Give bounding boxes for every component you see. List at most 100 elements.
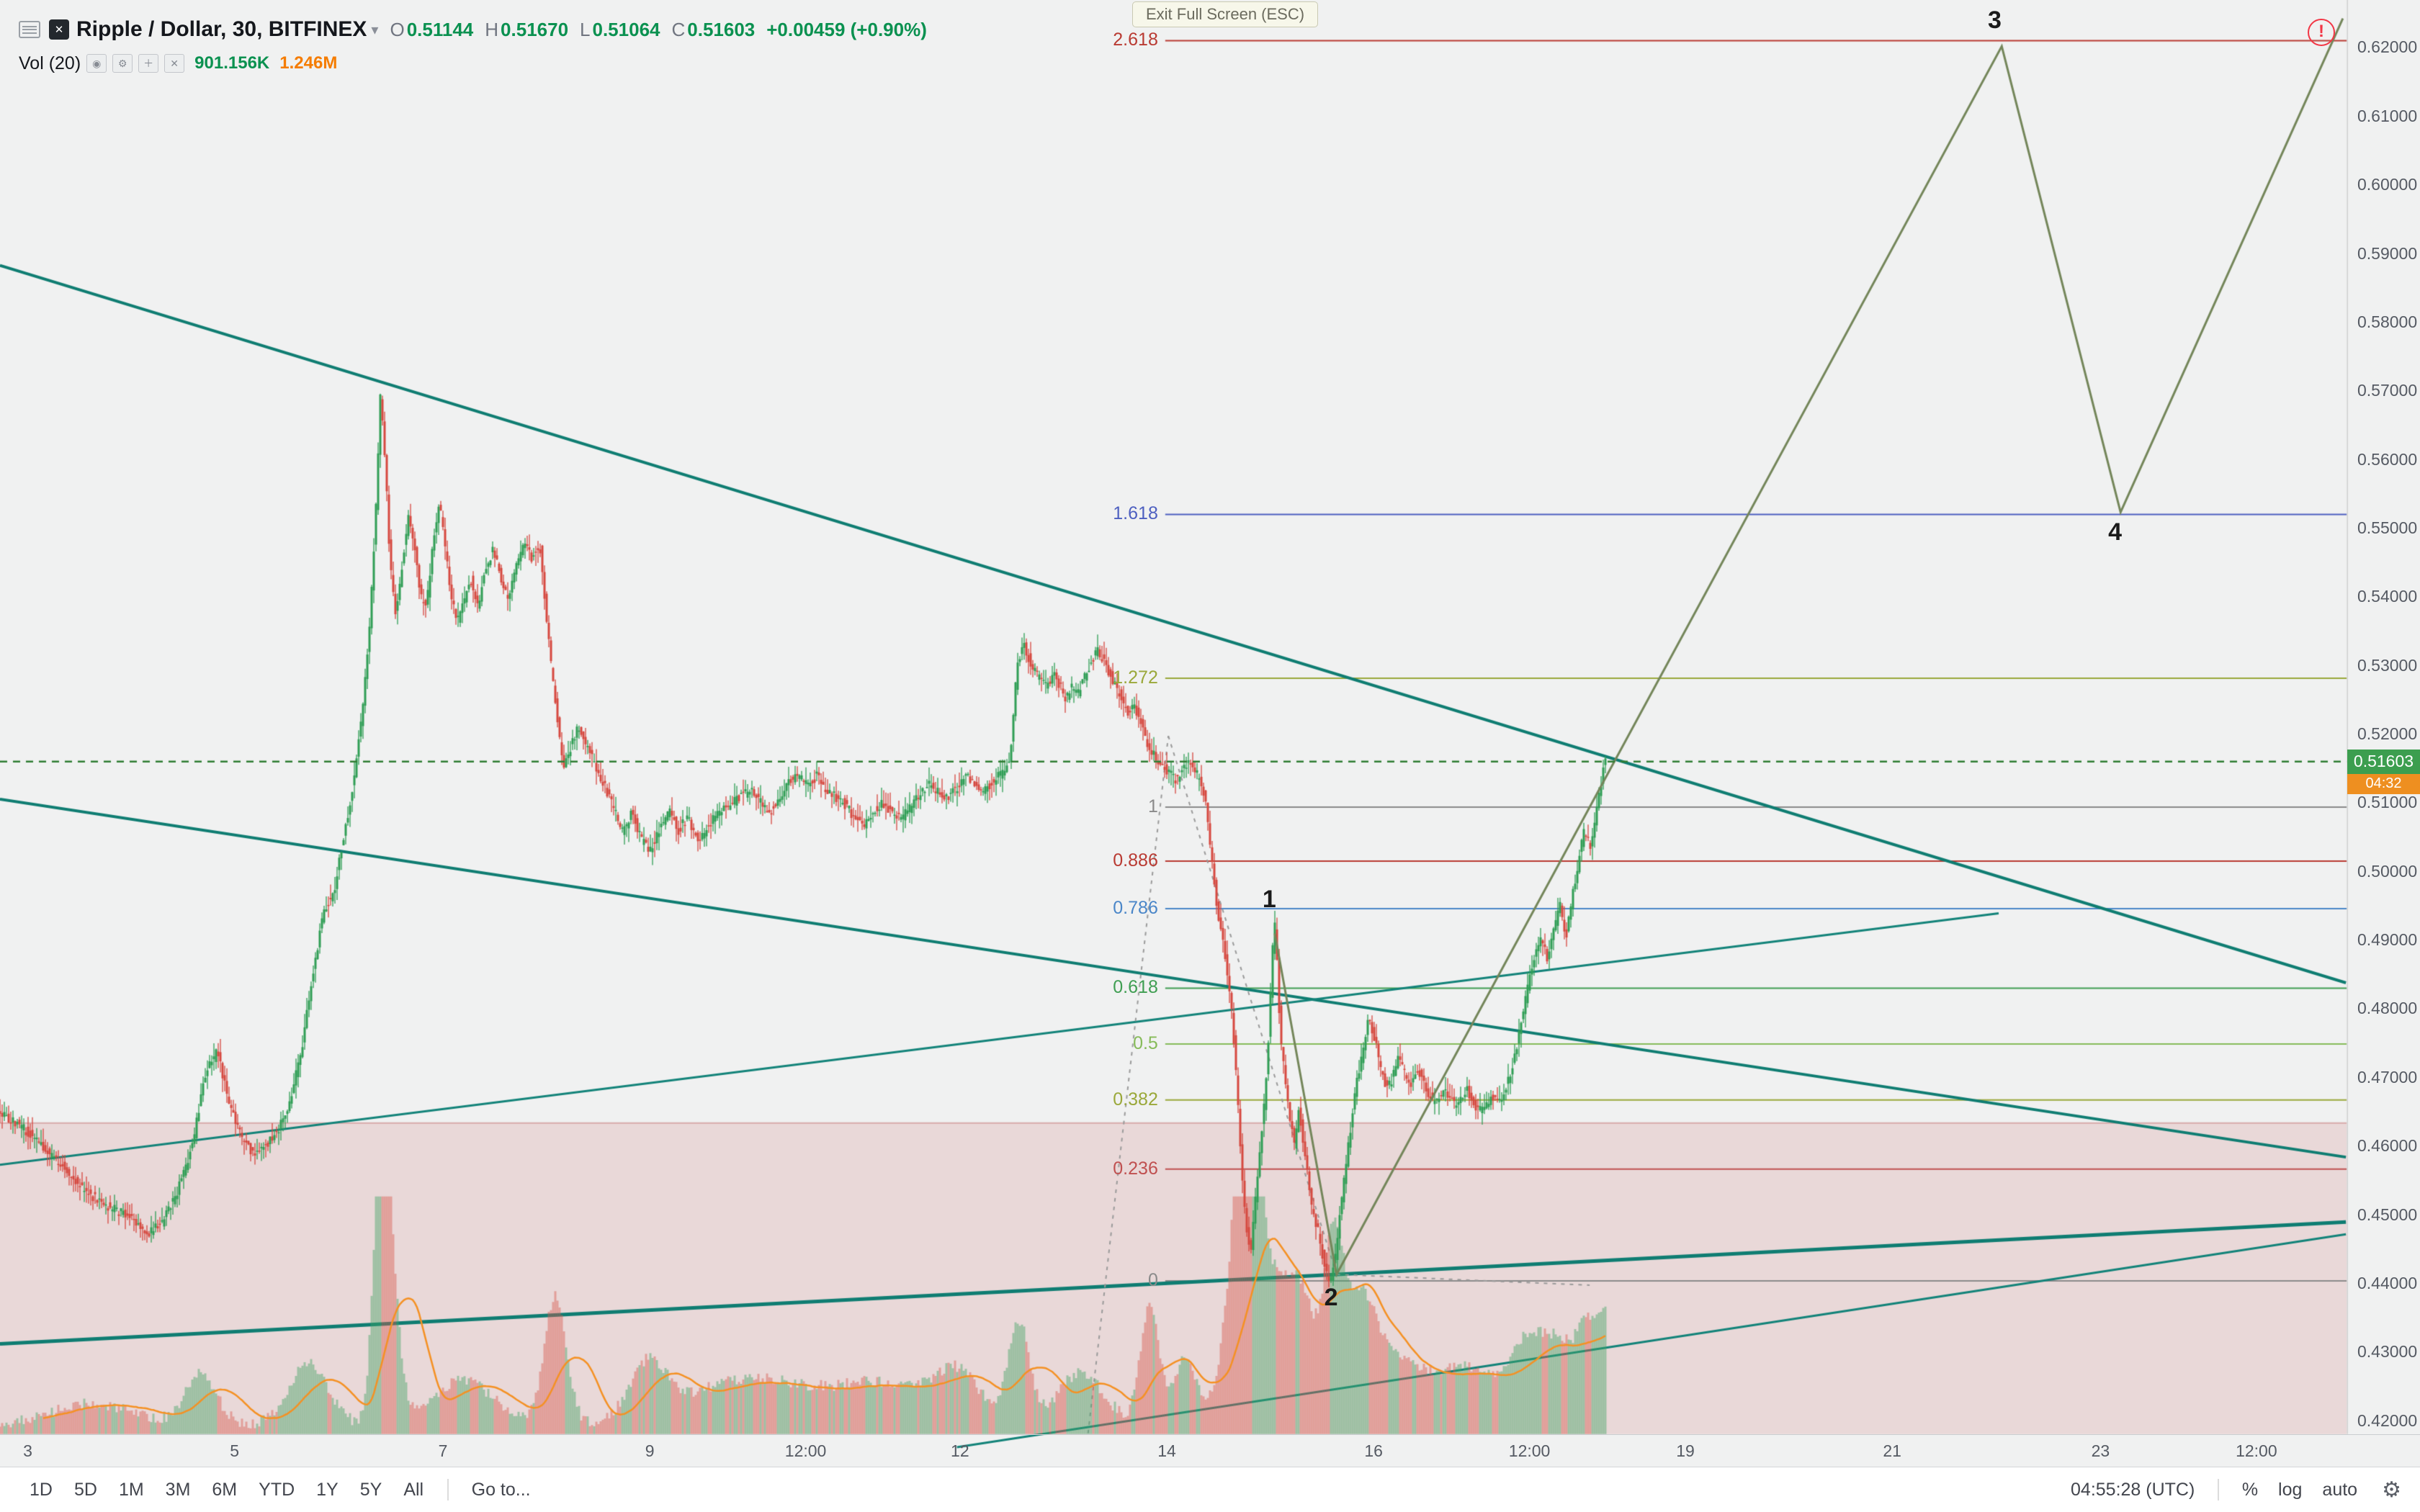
price-axis-label: 0.44000 [2357, 1273, 2418, 1292]
indicator-row: Vol (20) ◉ ⚙ ＋ ✕ 901.156K 1.246M [19, 50, 927, 76]
symbol-title[interactable]: Ripple / Dollar, 30, BITFINEX [76, 17, 367, 41]
time-axis-label: 12:00 [2236, 1441, 2277, 1460]
time-axis-label: 3 [23, 1441, 32, 1460]
symbol-logo-icon: ✕ [49, 19, 69, 40]
range-button-1d[interactable]: 1D [30, 1479, 53, 1500]
time-axis-label: 5 [230, 1441, 240, 1460]
toolbar-divider [447, 1479, 449, 1500]
add-icon[interactable]: ＋ [138, 54, 159, 73]
high-value: 0.51670 [501, 18, 569, 40]
price-axis-label: 0.51000 [2357, 793, 2418, 812]
range-button-3m[interactable]: 3M [165, 1479, 191, 1500]
price-axis-label: 0.42000 [2357, 1410, 2418, 1430]
gear-icon[interactable]: ⚙ [2382, 1477, 2401, 1502]
close-label: C [671, 18, 686, 40]
wave-label[interactable]: 1 [1262, 886, 1276, 913]
range-button-6m[interactable]: 6M [212, 1479, 238, 1500]
range-button-5d[interactable]: 5D [73, 1479, 97, 1500]
range-button-1y[interactable]: 1Y [316, 1479, 339, 1500]
candle-countdown-badge: 04:32 [2347, 773, 2420, 794]
toolbar-divider [2218, 1479, 2219, 1500]
volume-ma-value: 1.246M [279, 53, 338, 73]
clock-label[interactable]: 04:55:28 (UTC) [2071, 1479, 2195, 1500]
percent-scale-button[interactable]: % [2241, 1479, 2259, 1500]
price-axis-label: 0.47000 [2357, 1067, 2418, 1086]
price-axis-label: 0.62000 [2357, 37, 2418, 57]
time-axis-label: 12:00 [784, 1441, 827, 1460]
time-axis-label: 16 [1364, 1441, 1383, 1460]
price-axis-label: 0.46000 [2357, 1136, 2418, 1156]
time-axis-label: 19 [1676, 1441, 1695, 1460]
time-axis-label: 12:00 [1508, 1441, 1551, 1460]
time-axis-label: 21 [1883, 1441, 1901, 1460]
wave-label[interactable]: 3 [1988, 6, 2002, 34]
time-axis[interactable]: 3 5 7 9 12:00 12 14 16 12:00 19 21 23 12:00 [0, 1434, 2420, 1467]
fib-level-label[interactable]: 0.5 [1133, 1033, 1158, 1054]
change-value: +0.00459 (+0.90%) [766, 18, 927, 40]
close-icon[interactable]: ✕ [164, 54, 185, 73]
price-axis-label: 0.43000 [2357, 1342, 2418, 1362]
high-label: H [485, 18, 499, 40]
close-value: 0.51603 [687, 18, 756, 40]
fib-level-label[interactable]: 0.886 [1113, 850, 1158, 871]
fib-level-label[interactable]: 1 [1147, 796, 1158, 817]
low-label: L [580, 18, 591, 40]
range-buttons: 1D 5D 1M 3M 6M YTD 1Y 5Y All [19, 1477, 434, 1503]
price-axis-label: 0.59000 [2357, 243, 2418, 263]
alert-icon[interactable]: ! [2308, 19, 2335, 46]
fib-level-label[interactable]: 0.786 [1113, 897, 1158, 918]
fib-level-label[interactable]: 0.382 [1113, 1089, 1158, 1110]
wave-label[interactable]: 2 [1324, 1283, 1338, 1311]
volume-value: 901.156K [194, 53, 270, 73]
elliott-wave-labels: 1 2 3 4 [1262, 6, 2123, 1311]
current-price-badge: 0.51603 [2347, 749, 2420, 774]
price-axis-label: 0.45000 [2357, 1205, 2418, 1224]
goto-button[interactable]: Go to... [471, 1479, 531, 1500]
time-axis-label: 9 [645, 1441, 655, 1460]
log-scale-button[interactable]: log [2278, 1479, 2303, 1500]
price-axis-label: 0.55000 [2357, 518, 2418, 537]
chart-header: ✕ Ripple / Dollar, 30, BITFINEX ▾ O 0.51… [19, 14, 927, 76]
chevron-down-icon[interactable]: ▾ [371, 22, 379, 38]
price-axis-label: 0.53000 [2357, 655, 2418, 675]
range-button-ytd[interactable]: YTD [259, 1479, 295, 1500]
price-axis[interactable]: 0.62000 0.61000 0.60000 0.59000 0.58000 0.570… [2347, 0, 2420, 1434]
wave-label[interactable]: 4 [2108, 518, 2123, 546]
open-value: 0.51144 [406, 18, 474, 40]
fib-level-label[interactable]: 0 [1147, 1270, 1158, 1291]
fib-level-label[interactable]: 1.618 [1113, 503, 1158, 524]
fib-retracement-labels: 2.618 1.618 1.272 1 0.886 0.786 0.618 0.5 0.382 0… [1113, 30, 1158, 1291]
bottom-toolbar: 1D 5D 1M 3M 6M YTD 1Y 5Y All Go to... 04:55:28 (… [0, 1467, 2420, 1512]
price-axis-label: 0.61000 [2357, 106, 2418, 125]
fib-level-label[interactable]: 1.272 [1113, 667, 1158, 688]
auto-scale-button[interactable]: auto [2322, 1479, 2358, 1500]
symbol-row: ✕ Ripple / Dollar, 30, BITFINEX ▾ O 0.51… [19, 14, 927, 45]
time-axis-label: 7 [438, 1441, 448, 1460]
time-axis-label: 14 [1157, 1441, 1176, 1460]
open-label: O [390, 18, 405, 40]
time-axis-label: 23 [2091, 1441, 2110, 1460]
price-axis-label: 0.54000 [2357, 587, 2418, 606]
chart-menu-icon[interactable] [19, 21, 40, 38]
fib-level-label[interactable]: 2.618 [1113, 30, 1158, 50]
range-button-all[interactable]: All [403, 1479, 424, 1500]
price-axis-label: 0.60000 [2357, 175, 2418, 194]
volume-indicator-label: Vol (20) [19, 53, 81, 73]
eye-icon[interactable]: ◉ [86, 54, 107, 73]
exit-fullscreen-tooltip: Exit Full Screen (ESC) [1132, 1, 1319, 27]
range-button-5y[interactable]: 5Y [359, 1479, 382, 1500]
price-axis-label: 0.52000 [2357, 724, 2418, 743]
fib-level-label[interactable]: 0.236 [1113, 1158, 1158, 1179]
time-axis-label: 12 [951, 1441, 969, 1460]
price-axis-label: 0.49000 [2357, 930, 2418, 950]
range-button-1m[interactable]: 1M [118, 1479, 144, 1500]
indicator-controls: ◉ ⚙ ＋ ✕ [81, 54, 185, 73]
settings-icon[interactable]: ⚙ [112, 54, 133, 73]
price-axis-label: 0.57000 [2357, 381, 2418, 400]
price-axis-label: 0.50000 [2357, 861, 2418, 881]
low-value: 0.51064 [592, 18, 660, 40]
price-axis-label: 0.56000 [2357, 449, 2418, 469]
fib-level-label[interactable]: 0.618 [1113, 977, 1158, 998]
